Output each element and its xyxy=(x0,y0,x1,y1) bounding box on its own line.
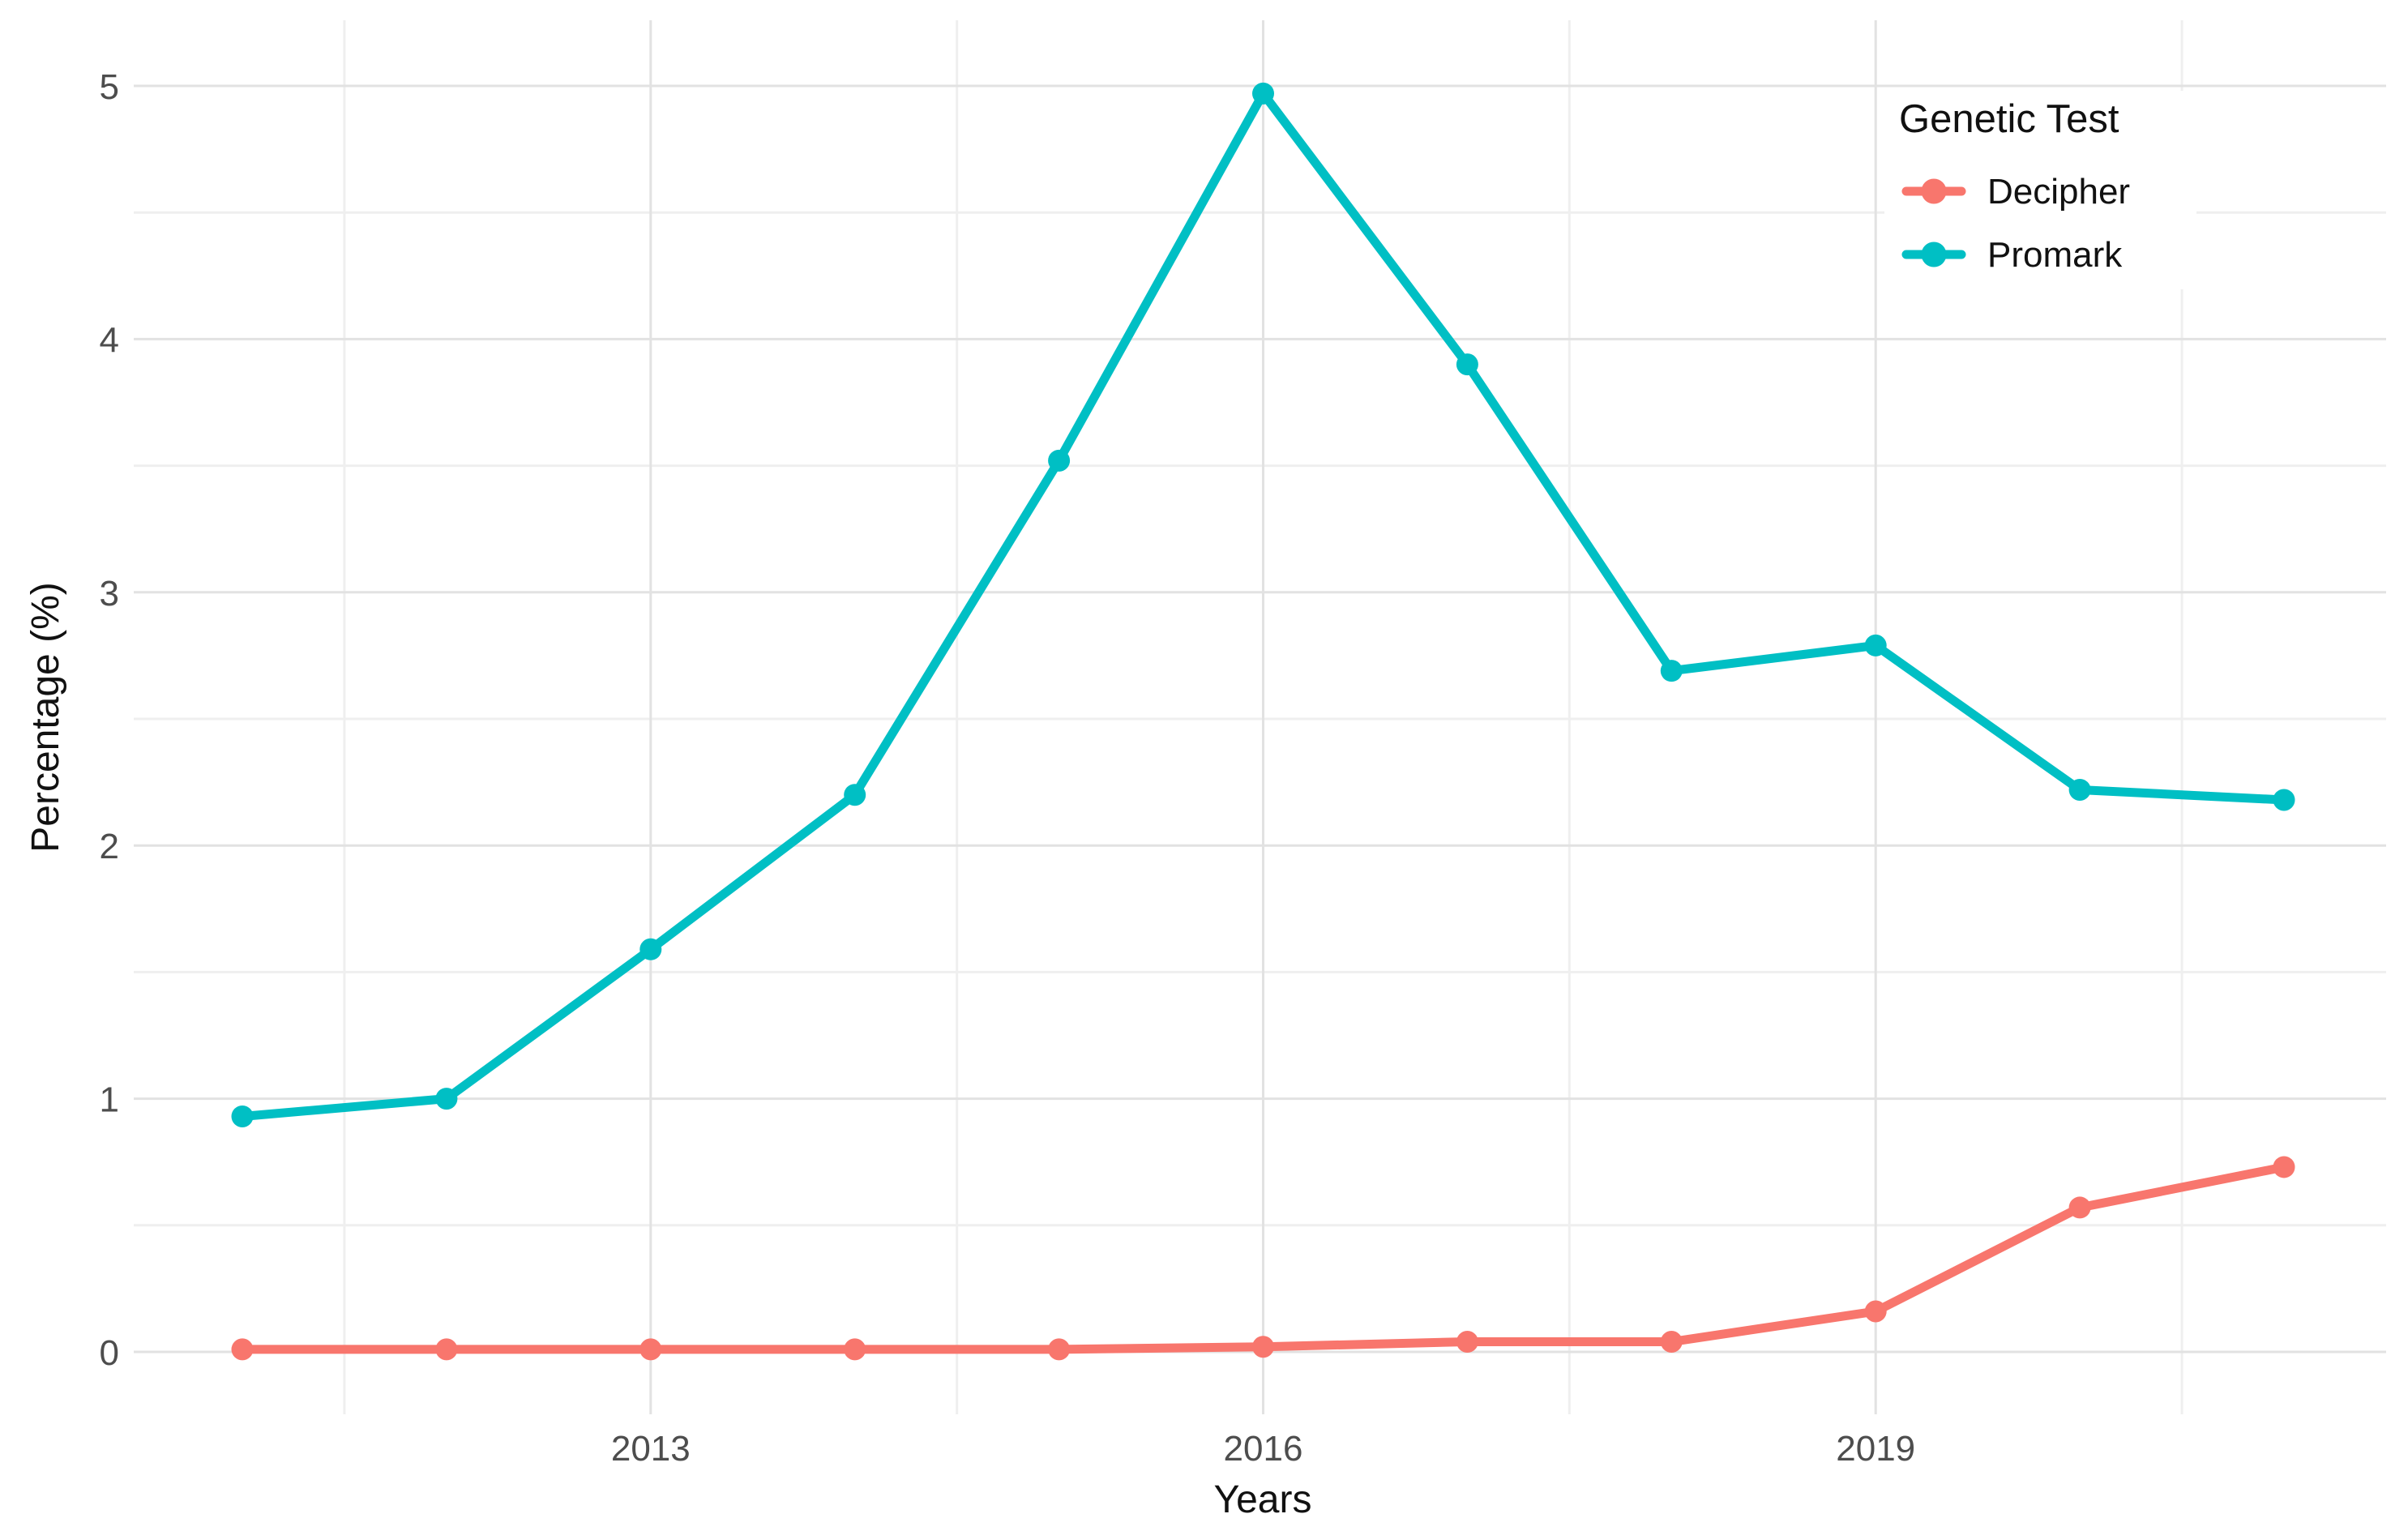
y-tick-label: 0 xyxy=(100,1333,119,1373)
data-point-promark xyxy=(1252,82,1274,105)
data-point-decipher xyxy=(1660,1331,1683,1354)
legend-label-decipher: Decipher xyxy=(1987,172,2130,212)
data-point-promark xyxy=(231,1105,254,1127)
data-point-decipher xyxy=(1456,1331,1478,1354)
data-point-decipher xyxy=(231,1338,254,1361)
data-series xyxy=(231,82,2295,1361)
data-point-decipher xyxy=(2068,1196,2091,1219)
data-point-promark xyxy=(1660,660,1683,682)
promark-key-dot-icon xyxy=(1921,242,1947,267)
data-point-decipher xyxy=(1864,1300,1887,1323)
data-point-decipher xyxy=(639,1338,662,1361)
data-point-promark xyxy=(2273,789,2295,811)
data-point-promark xyxy=(435,1088,458,1110)
data-point-promark xyxy=(1864,634,1887,656)
legend-item-promark: Promark xyxy=(1901,235,2123,275)
y-axis-tick-labels: 0 1 2 3 4 5 xyxy=(100,67,119,1373)
data-point-decipher xyxy=(844,1338,866,1361)
legend-title: Genetic Test xyxy=(1899,97,2119,141)
data-point-promark xyxy=(1456,353,1478,376)
data-point-promark xyxy=(844,784,866,806)
data-point-promark xyxy=(2068,778,2091,801)
decipher-key-dot-icon xyxy=(1921,178,1947,204)
x-axis-title: Years xyxy=(1214,1478,1312,1521)
data-point-decipher xyxy=(2273,1156,2295,1178)
x-tick-label: 2019 xyxy=(1836,1429,1915,1469)
x-axis-tick-labels: 2013 2016 2019 xyxy=(611,1429,1915,1469)
legend-label-promark: Promark xyxy=(1987,235,2123,275)
x-tick-label: 2013 xyxy=(611,1429,691,1469)
y-tick-label: 5 xyxy=(100,67,119,107)
legend-item-decipher: Decipher xyxy=(1901,172,2130,212)
y-tick-label: 3 xyxy=(100,574,119,614)
gridlines-minor xyxy=(134,20,2386,1414)
x-tick-label: 2016 xyxy=(1224,1429,1303,1469)
data-point-decipher xyxy=(1048,1338,1071,1361)
legend: Genetic Test Decipher Promark xyxy=(1884,91,2196,289)
y-axis-title: Percentage (%) xyxy=(24,582,67,853)
data-point-promark xyxy=(1048,449,1071,472)
gridlines-major xyxy=(134,20,2386,1414)
data-point-decipher xyxy=(1252,1336,1274,1358)
y-tick-label: 2 xyxy=(100,827,119,866)
y-tick-label: 4 xyxy=(100,320,119,360)
data-point-decipher xyxy=(435,1338,458,1361)
y-tick-label: 1 xyxy=(100,1080,119,1120)
data-point-promark xyxy=(639,938,662,960)
